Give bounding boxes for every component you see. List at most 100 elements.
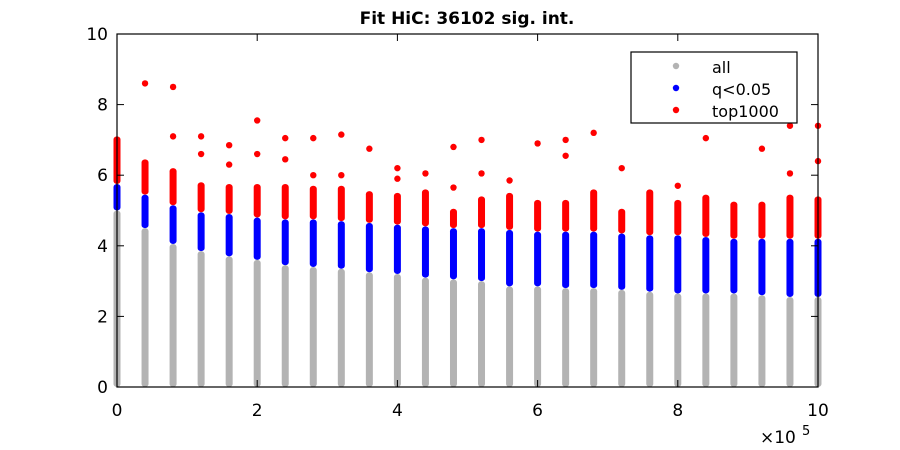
top-band-3 (197, 182, 205, 213)
top-band-8 (337, 185, 345, 222)
y-tick-label-3: 6 (97, 166, 108, 186)
all-band-18 (618, 289, 626, 387)
q-band-16 (562, 231, 570, 289)
all-band-16 (562, 288, 570, 387)
top-band-5 (253, 184, 261, 218)
top-point-12-1 (450, 143, 457, 151)
legend-box (630, 51, 798, 124)
all-band-5 (253, 259, 261, 387)
all-band-13 (478, 281, 486, 387)
legend-label-top: top1000 (712, 102, 779, 121)
q-band-14 (506, 229, 514, 287)
axes: 0 2 4 6 8 10 0 2 4 6 8 10 (86, 25, 828, 421)
x-exponent-base: ×10 (760, 428, 796, 448)
all-band-22 (730, 293, 738, 387)
all-band-14 (506, 286, 514, 387)
all-band-17 (590, 288, 598, 387)
legend-label-q: q<0.05 (712, 80, 771, 99)
top-band-20 (674, 199, 682, 236)
top-point-8-1 (338, 131, 345, 138)
legend-label-all: all (712, 58, 731, 77)
top-band-2 (169, 168, 177, 206)
q-band-13 (478, 228, 486, 282)
q-band-19 (646, 235, 654, 292)
q-band-8 (337, 221, 345, 269)
all-band-19 (646, 291, 654, 387)
top-band-10 (393, 192, 401, 225)
top-band-6 (281, 184, 289, 220)
x-tick-label-5: 10 (807, 401, 829, 421)
top-point-13-0 (478, 170, 485, 177)
top-point-24-1 (786, 122, 794, 129)
top-point-3-0 (197, 150, 205, 158)
top-band-1 (141, 159, 149, 195)
all-band-24 (786, 296, 794, 387)
top-point-21-0 (702, 134, 710, 142)
top-point-2-1 (169, 83, 177, 91)
q-band-11 (421, 226, 429, 278)
top-point-16-0 (562, 152, 569, 159)
x-tick-label-4: 8 (672, 401, 683, 421)
x-axis-exponent-label: ×10 5 (760, 424, 810, 448)
y-tick-label-0: 0 (97, 378, 108, 398)
top-point-11-0 (422, 170, 429, 177)
q-band-15 (534, 231, 542, 287)
legend-marker-all (672, 62, 680, 70)
top-band-24 (786, 194, 794, 239)
q-band-21 (702, 236, 710, 294)
q-band-7 (309, 219, 317, 267)
top-band-11 (421, 189, 429, 227)
y-tick-label-2: 4 (97, 237, 108, 257)
plot-frame (116, 33, 819, 388)
q-band-2 (169, 205, 177, 245)
top-band-23 (758, 201, 766, 239)
q-band-6 (281, 219, 289, 266)
legend-marker-q (672, 84, 680, 92)
legend-marker-top (672, 106, 680, 114)
top-band-4 (225, 184, 233, 215)
top-point-7-0 (310, 172, 317, 179)
q-band-18 (618, 233, 626, 290)
q-band-10 (393, 224, 401, 275)
top-point-10-1 (394, 164, 401, 172)
plot-area (113, 80, 822, 387)
all-band-20 (674, 293, 682, 387)
top-point-8-0 (338, 172, 345, 179)
q-band-9 (365, 222, 373, 273)
top-band-14 (506, 192, 514, 230)
top-band-12 (449, 208, 457, 229)
top-band-17 (590, 189, 598, 232)
all-band-10 (393, 274, 401, 387)
all-band-23 (758, 295, 766, 387)
all-band-1 (141, 228, 149, 387)
top-point-2-0 (169, 133, 177, 140)
top-point-4-0 (225, 161, 233, 168)
top-band-18 (618, 208, 626, 234)
top-band-22 (730, 201, 738, 239)
top-point-6-1 (282, 134, 289, 142)
top-point-12-0 (450, 184, 457, 191)
top-point-18-0 (618, 164, 625, 172)
q-band-3 (197, 212, 205, 252)
q-band-12 (449, 228, 457, 280)
top-point-1-0 (141, 80, 149, 87)
top-point-4-1 (225, 141, 233, 149)
q-band-1 (141, 194, 149, 229)
top-band-9 (365, 191, 373, 223)
top-band-7 (309, 185, 317, 220)
top-point-10-0 (394, 175, 401, 182)
top-point-15-0 (534, 140, 541, 147)
top-point-6-0 (282, 156, 289, 163)
q-band-22 (730, 238, 738, 294)
top-band-16 (562, 199, 570, 232)
top-point-7-1 (310, 134, 317, 142)
all-band-9 (365, 272, 373, 387)
top-point-5-1 (254, 117, 261, 124)
all-band-21 (702, 293, 710, 387)
all-band-15 (534, 286, 542, 387)
top-band-19 (646, 189, 654, 236)
x-tick-label-3: 6 (532, 401, 543, 421)
top-point-13-1 (478, 136, 485, 144)
top-point-14-0 (506, 177, 513, 184)
y-tick-label-5: 10 (86, 25, 108, 45)
